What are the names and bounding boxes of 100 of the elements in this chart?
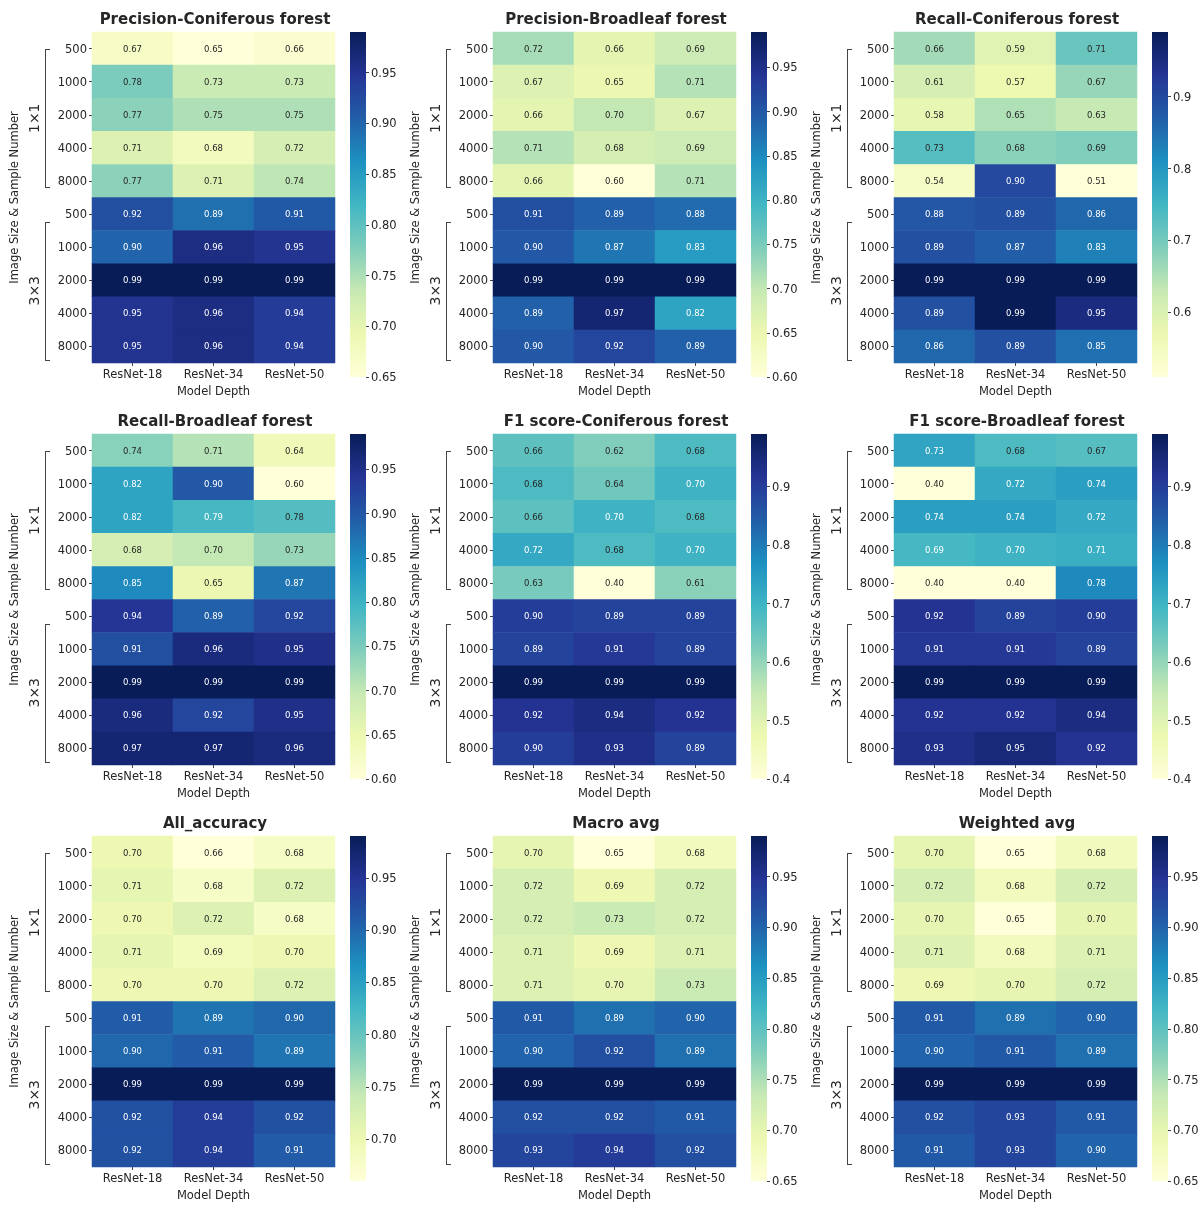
data-label: 0.92 <box>686 1145 705 1156</box>
data-label: 0.96 <box>285 743 304 754</box>
data-label: 0.92 <box>285 1112 304 1123</box>
data-label: 0.71 <box>1087 43 1106 54</box>
x-tick-label: ResNet-18 <box>102 1171 163 1185</box>
data-label: 0.69 <box>686 142 705 153</box>
data-label: 0.75 <box>285 109 304 120</box>
data-label: 0.68 <box>285 847 304 858</box>
data-label: 0.71 <box>204 175 223 186</box>
data-label: 0.95 <box>123 341 142 352</box>
y-axis-title: Image Size & Sample Number <box>809 110 823 284</box>
data-label: 0.92 <box>605 1112 624 1123</box>
y-axis-title: Image Size & Sample Number <box>408 512 422 686</box>
x-tick-label: ResNet-50 <box>1066 769 1127 783</box>
data-label: 0.61 <box>686 577 705 588</box>
color-bar-label: 0.6 <box>1173 655 1192 670</box>
data-label: 0.70 <box>925 913 944 924</box>
data-label: 0.91 <box>686 1112 705 1123</box>
color-bar-label: 0.8 <box>1173 161 1192 176</box>
data-label: 0.63 <box>524 577 543 588</box>
data-label: 0.95 <box>285 242 304 253</box>
data-label: 0.68 <box>1006 142 1025 153</box>
data-label: 0.78 <box>285 511 304 522</box>
data-label: 0.57 <box>1006 76 1025 87</box>
data-label: 0.68 <box>1006 946 1025 957</box>
data-label: 0.79 <box>204 511 223 522</box>
color-bar-label: 0.65 <box>772 325 798 340</box>
data-label: 0.90 <box>524 743 543 754</box>
data-label: 0.99 <box>1087 677 1106 688</box>
color-bar-label: 0.65 <box>772 1174 798 1188</box>
y-tick-label: 2000 <box>458 1077 488 1092</box>
data-label: 0.88 <box>925 209 944 220</box>
data-label: 0.91 <box>1006 644 1025 655</box>
y-tick-label: 8000 <box>859 575 889 590</box>
color-bar-label: 0.85 <box>1173 971 1199 986</box>
y-tick-label: 2000 <box>458 911 488 926</box>
color-bar-label: 0.7 <box>1173 596 1192 611</box>
data-label: 0.73 <box>925 142 944 153</box>
data-label: 0.90 <box>524 341 543 352</box>
color-bar-label: 0.80 <box>772 193 798 208</box>
color-bar-label: 0.90 <box>371 923 397 938</box>
y-tick-label: 1000 <box>859 642 889 657</box>
data-label: 0.59 <box>1006 43 1025 54</box>
y-tick-label: 2000 <box>859 509 889 524</box>
data-label: 0.72 <box>686 880 705 891</box>
color-bar-label: 0.80 <box>1173 1021 1199 1036</box>
y-tick-label: 8000 <box>859 173 889 188</box>
data-label: 0.70 <box>686 544 705 555</box>
data-label: 0.68 <box>1006 445 1025 456</box>
data-label: 0.60 <box>285 478 304 489</box>
text: 3×3 <box>26 677 42 708</box>
y-tick-label: 4000 <box>859 306 889 321</box>
data-label: 0.70 <box>285 946 304 957</box>
data-label: 0.94 <box>123 611 142 622</box>
data-label: 0.74 <box>1006 511 1025 522</box>
data-label: 0.91 <box>285 209 304 220</box>
data-label: 0.71 <box>123 142 142 153</box>
data-label: 0.70 <box>925 847 944 858</box>
x-tick-label: ResNet-18 <box>904 1171 965 1185</box>
data-label: 0.87 <box>285 577 304 588</box>
data-label: 0.68 <box>285 913 304 924</box>
data-label: 0.99 <box>1006 1079 1025 1090</box>
color-bar-label: 0.85 <box>371 167 397 182</box>
text: 3×3 <box>26 275 42 306</box>
data-label: 0.99 <box>1006 275 1025 286</box>
x-axis-title: Model Depth <box>978 384 1053 398</box>
y-tick-label: 8000 <box>57 977 87 992</box>
y-tick-label: 500 <box>466 609 488 624</box>
x-tick-label: ResNet-34 <box>584 367 645 381</box>
x-tick-label: ResNet-34 <box>985 769 1046 783</box>
data-label: 0.99 <box>204 1079 223 1090</box>
data-label: 0.92 <box>686 710 705 721</box>
data-label: 0.93 <box>605 743 624 754</box>
x-tick-label: ResNet-18 <box>503 367 564 381</box>
data-label: 0.89 <box>686 743 705 754</box>
color-bar-label: 0.90 <box>772 104 798 119</box>
y-axis-title: Image Size & Sample Number <box>408 914 422 1088</box>
y-tick-label: 2000 <box>458 107 488 122</box>
data-label: 0.72 <box>1087 979 1106 990</box>
data-label: 0.99 <box>524 677 543 688</box>
y-tick-label: 2000 <box>859 911 889 926</box>
chart-title: F1 score-Broadleaf forest <box>909 411 1125 430</box>
data-label: 0.92 <box>123 1145 142 1156</box>
y-tick-label: 2000 <box>57 1077 87 1092</box>
data-label: 0.89 <box>925 242 944 253</box>
data-label: 0.87 <box>1006 242 1025 253</box>
data-label: 0.86 <box>1087 209 1106 220</box>
y-tick-label: 2000 <box>859 675 889 690</box>
x-tick-label: ResNet-18 <box>102 769 163 783</box>
data-label: 0.97 <box>123 743 142 754</box>
color-bar-label: 0.6 <box>1173 305 1192 320</box>
data-label: 0.90 <box>285 1013 304 1024</box>
data-label: 0.91 <box>925 644 944 655</box>
data-label: 0.95 <box>285 710 304 721</box>
x-tick-label: ResNet-34 <box>584 769 645 783</box>
color-bar-label: 0.75 <box>1173 1072 1199 1087</box>
y-tick-label: 8000 <box>458 741 488 756</box>
y-tick-label: 4000 <box>859 944 889 959</box>
data-label: 0.89 <box>1006 1013 1025 1024</box>
color-bar-label: 0.70 <box>371 683 397 698</box>
